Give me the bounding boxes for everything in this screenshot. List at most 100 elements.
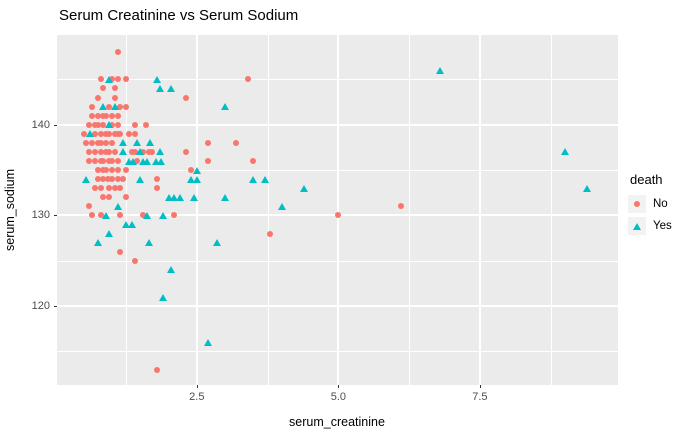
data-point [249,175,258,183]
data-point [123,194,130,201]
data-point [152,157,161,165]
data-point [133,139,142,147]
data-point [99,176,106,183]
data-point [108,158,115,165]
data-point [94,121,101,128]
data-point [583,184,592,192]
data-point [106,148,113,155]
data-point [86,121,93,128]
data-point [94,167,101,174]
data-point [108,167,115,174]
x-tick-mark [338,385,340,388]
data-point [154,185,161,192]
legend-title: death [630,172,663,187]
major-gridline [57,123,618,126]
y-tick-mark [54,215,57,217]
data-point [123,103,130,110]
data-point [221,103,230,111]
data-point [99,103,108,111]
data-point [187,175,196,183]
data-point [89,212,96,219]
data-point [114,49,121,56]
data-point [154,366,161,373]
legend-item-no: No [628,195,672,213]
data-point [123,167,130,174]
data-point [175,193,184,201]
data-point [104,176,111,183]
data-point [94,112,101,119]
data-point [117,130,124,137]
data-point [91,148,98,155]
y-tick-label: 140 [31,118,50,131]
legend: death No Yes [628,172,672,239]
data-point [119,139,128,147]
data-point [105,230,114,238]
data-point [86,148,93,155]
data-point [97,212,104,219]
data-point [117,185,124,192]
minor-gridline [267,35,269,385]
data-point [212,239,221,247]
data-point [164,193,173,201]
data-point [560,148,569,156]
data-point [148,148,155,155]
data-point [136,148,145,156]
y-tick-label: 120 [31,300,50,313]
data-point [97,148,104,155]
data-point [204,338,213,346]
major-gridline [478,35,481,385]
data-point [108,176,115,183]
data-point [106,130,113,137]
data-point [205,139,212,146]
data-point [335,212,342,219]
data-point [82,175,91,183]
x-tick-label: 7.5 [472,391,488,403]
plot-panel [57,35,618,385]
data-point [106,185,113,192]
data-point [131,130,138,137]
data-point [114,167,121,174]
legend-label-yes: Yes [653,220,672,232]
data-point [97,130,104,137]
data-point [221,193,230,201]
data-point [145,139,154,147]
data-point [114,121,121,128]
major-gridline [57,305,618,308]
data-point [117,212,124,219]
chart-title: Serum Creatinine vs Serum Sodium [59,7,299,24]
legend-triangle-icon [633,222,641,230]
data-point [205,158,212,165]
data-point [125,130,132,137]
data-point [300,184,309,192]
data-point [97,76,104,83]
data-point [97,185,104,192]
data-point [86,203,93,210]
data-point [153,75,162,83]
data-point [91,158,98,165]
data-point [91,130,98,137]
data-point [119,148,128,156]
data-point [111,85,118,92]
x-tick-label: 5.0 [330,391,346,403]
data-point [89,139,96,146]
data-point [142,121,149,128]
data-point [111,94,118,101]
data-point [167,84,176,92]
data-point [89,103,96,110]
data-point [113,202,122,210]
x-tick-mark [196,385,198,388]
data-point [91,185,98,192]
data-point [167,266,176,274]
data-point [123,76,130,83]
data-point [267,230,274,237]
data-point [86,158,93,165]
data-point [103,167,110,174]
data-point [192,166,201,174]
y-axis-title: serum_sodium [3,169,17,251]
data-point [192,175,201,183]
data-point [100,158,107,165]
data-point [154,176,161,183]
data-point [244,76,251,83]
minor-gridline [409,35,411,385]
